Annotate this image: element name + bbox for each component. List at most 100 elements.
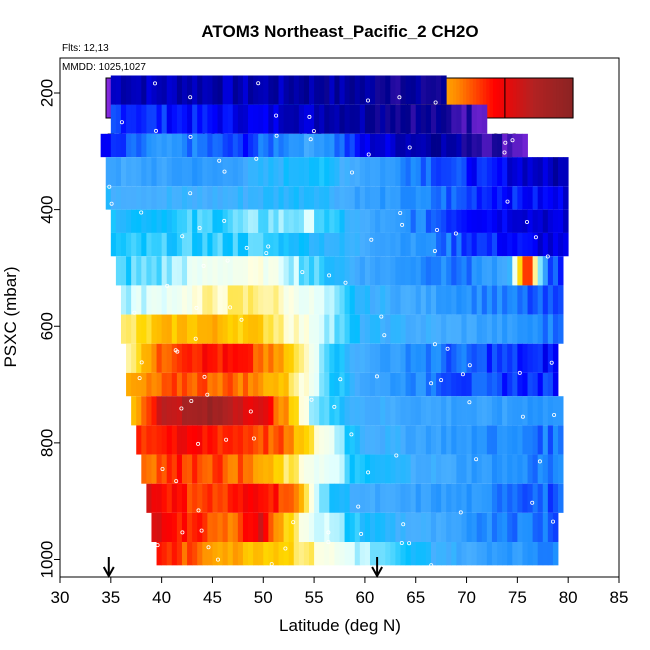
heatmap-cell (436, 314, 442, 344)
heatmap-cell (547, 186, 554, 210)
heatmap-cell (253, 104, 259, 134)
heatmap-cell (425, 512, 432, 543)
heatmap-cell (344, 104, 351, 134)
heatmap-cell (446, 133, 452, 158)
heatmap-cell (176, 256, 183, 286)
sample-marker (153, 128, 158, 133)
heatmap-cell (344, 157, 351, 187)
heatmap-cell (314, 343, 320, 373)
heatmap-cell (486, 133, 493, 158)
heatmap-cell (324, 186, 330, 210)
heatmap-cell (253, 75, 259, 105)
heatmap-cell (212, 372, 218, 397)
heatmap-cell (456, 256, 462, 286)
heatmap-cell (380, 372, 386, 397)
heatmap-cell (375, 396, 381, 426)
heatmap-cell (446, 512, 452, 543)
heatmap-cell (131, 133, 137, 158)
heatmap-cell (497, 454, 503, 484)
heatmap-cell (212, 256, 218, 286)
y-axis-label: PSXC (mbar) (1, 266, 20, 367)
heatmap-cell (552, 343, 559, 373)
sample-marker (474, 457, 479, 462)
heatmap-cell (176, 314, 183, 344)
heatmap-cell (380, 104, 386, 134)
heatmap-cell (222, 157, 229, 187)
heatmap-cell (110, 232, 117, 257)
heatmap-cell (253, 542, 259, 566)
heatmap-cell (156, 209, 163, 233)
heatmap-cell (207, 454, 213, 484)
heatmap-cell (436, 542, 442, 566)
heatmap-cell (293, 186, 300, 210)
heatmap-cell (512, 186, 518, 210)
heatmap-cell (400, 285, 406, 315)
sample-marker (517, 370, 522, 375)
heatmap-cell (532, 343, 539, 373)
heatmap-cell (197, 157, 203, 187)
heatmap-cell (273, 186, 279, 210)
heatmap-cell (512, 314, 518, 344)
heatmap-cell (253, 512, 259, 543)
heatmap-cell (527, 343, 534, 373)
heatmap-cell (136, 104, 142, 134)
heatmap-cell (146, 157, 152, 187)
heatmap-cell (512, 209, 518, 233)
heatmap-cell (273, 343, 279, 373)
heatmap-cell (461, 542, 467, 566)
heatmap-cell (486, 209, 493, 233)
heatmap-cell (385, 314, 391, 344)
plot-frame (59, 57, 620, 578)
heatmap-cell (420, 512, 427, 543)
heatmap-cell (517, 133, 523, 158)
heatmap-cell (385, 157, 391, 187)
heatmap-cell (232, 512, 239, 543)
heatmap-cell (161, 133, 168, 158)
heatmap-cell (349, 483, 356, 513)
heatmap-cell (446, 396, 452, 426)
heatmap-cell (476, 372, 483, 397)
heatmap-cell (441, 372, 447, 397)
heatmap-cell (217, 256, 224, 286)
heatmap-cell (319, 157, 325, 187)
heatmap-cell (329, 75, 335, 105)
sample-markers (107, 81, 557, 568)
sample-marker (222, 169, 227, 174)
heatmap-cell (273, 483, 279, 513)
heatmap-cell (197, 372, 203, 397)
heatmap-cell (324, 314, 330, 344)
heatmap-cell (486, 232, 493, 257)
heatmap-cell (278, 285, 284, 315)
heatmap-cell (415, 186, 422, 210)
y-tick-label: 800 (37, 429, 56, 457)
heatmap-cell (425, 343, 432, 373)
heatmap-cell (390, 454, 396, 484)
heatmap-cell (430, 454, 437, 484)
heatmap-cell (558, 483, 564, 513)
heatmap-cell (141, 232, 147, 257)
heatmap-cell (385, 133, 391, 158)
heatmap-cell (375, 133, 381, 158)
heatmap-cell (430, 285, 437, 315)
heatmap-cell (471, 256, 478, 286)
heatmap-cell (364, 314, 371, 344)
heatmap-cell (303, 186, 310, 210)
heatmap-cell (131, 186, 137, 210)
colorbar-swatch (106, 78, 110, 118)
heatmap-cell (161, 75, 168, 105)
heatmap-cell (537, 343, 544, 373)
heatmap-cell (324, 232, 330, 257)
heatmap-cell (151, 343, 157, 373)
sample-marker (224, 437, 229, 442)
heatmap-cell (212, 425, 218, 455)
heatmap-cell (146, 372, 152, 397)
heatmap-cell (405, 512, 412, 543)
heatmap-cell (502, 542, 508, 566)
heatmap-cell (120, 232, 127, 257)
heatmap-cell (390, 512, 396, 543)
heatmap-cell (237, 232, 244, 257)
heatmap-cell (420, 232, 427, 257)
heatmap-cell (110, 104, 117, 134)
heatmap-cell (329, 542, 335, 566)
heatmap-cell (502, 256, 508, 286)
